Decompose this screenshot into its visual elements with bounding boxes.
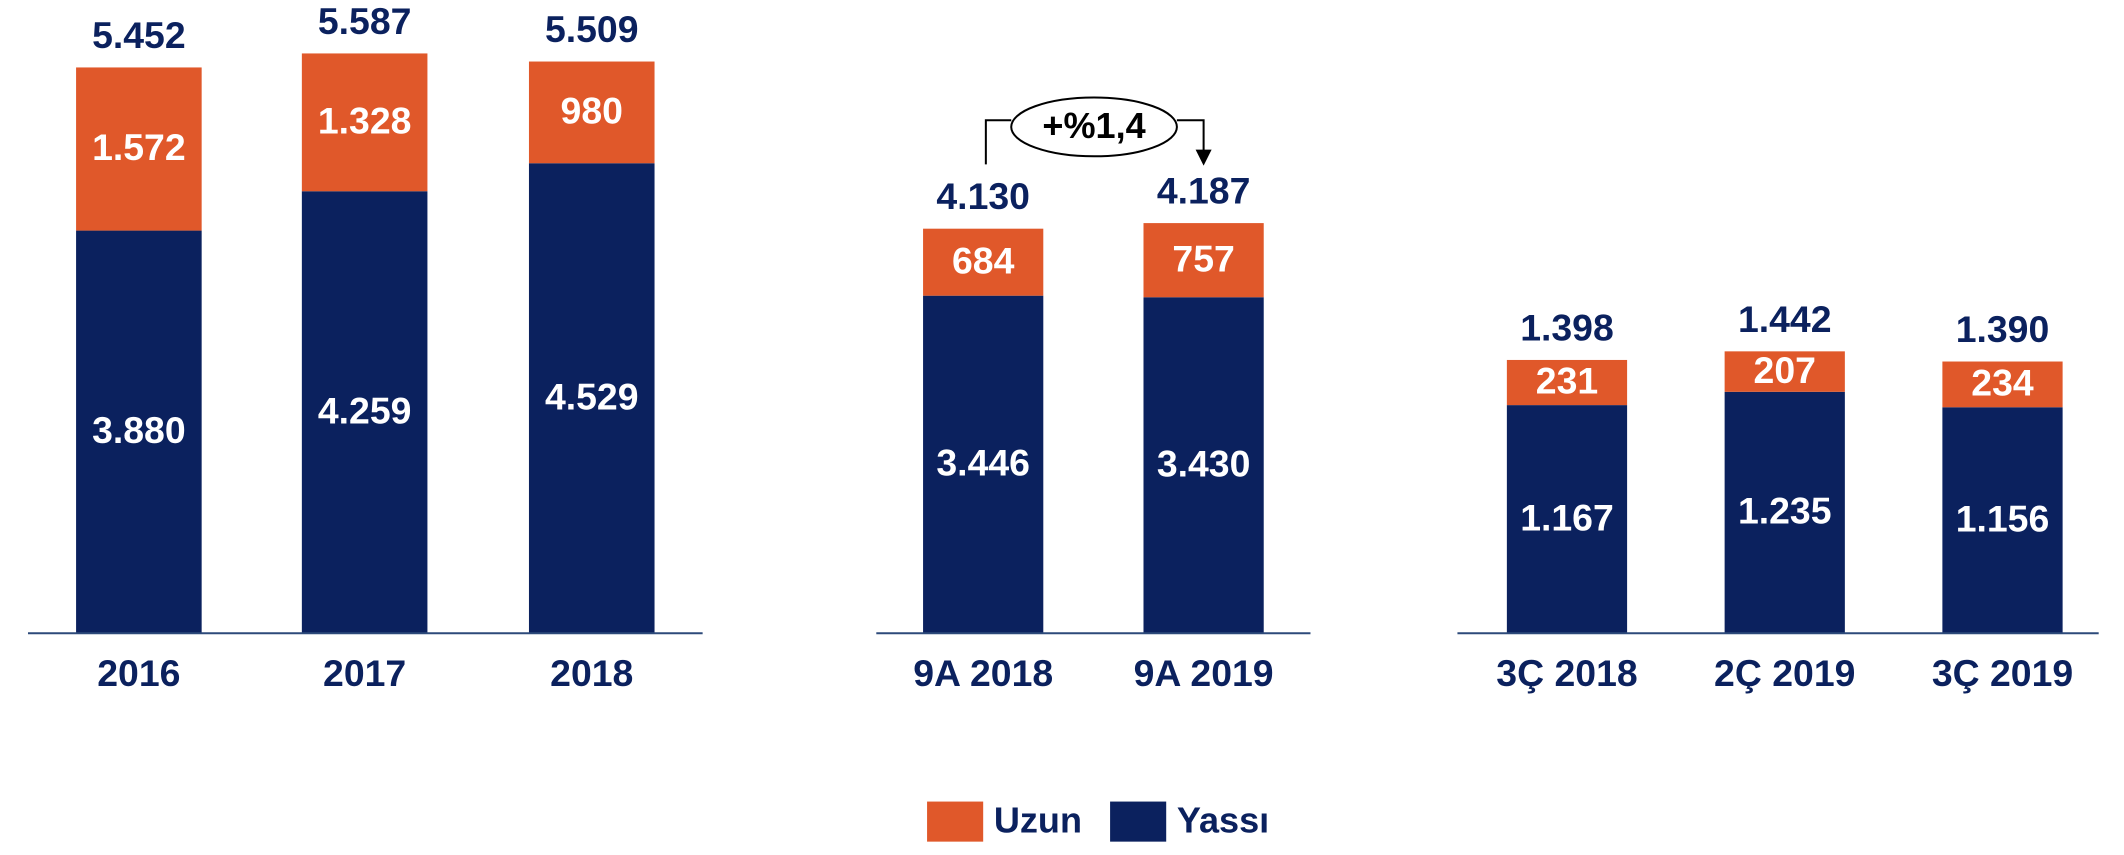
bar-segment (1506, 359, 1628, 406)
x-tick-label: 2Ç 2019 (1714, 652, 1855, 694)
legend-swatch (1110, 801, 1167, 842)
data-label: 1.572 (92, 126, 186, 168)
total-label: 5.587 (318, 0, 412, 42)
total-label: 4.187 (1157, 170, 1251, 212)
data-label: 231 (1536, 360, 1598, 402)
bar-segment (1143, 297, 1264, 634)
data-label: 4.259 (318, 389, 412, 431)
data-label: 4.529 (545, 375, 639, 417)
bar-segment (1724, 351, 1845, 392)
x-tick-label: 3Ç 2019 (1932, 652, 2073, 694)
total-label: 5.509 (545, 8, 639, 50)
bar-segment (76, 230, 202, 634)
data-label: 1.167 (1520, 496, 1614, 538)
bar-segment (528, 163, 655, 634)
bar-segment (301, 191, 428, 634)
arrow-head (1195, 149, 1212, 166)
bar-segment (528, 61, 655, 164)
total-label: 1.390 (1956, 308, 2050, 350)
bar-segment (923, 228, 1044, 296)
data-label: 684 (952, 239, 1015, 281)
x-tick-label: 2018 (550, 652, 633, 694)
data-label: 757 (1172, 237, 1234, 279)
data-label: 234 (1971, 362, 2034, 404)
bar-segment (1942, 361, 2063, 408)
bar-segment (1143, 223, 1264, 298)
data-label: 3.880 (92, 409, 186, 451)
bar-segment (1724, 391, 1845, 634)
x-tick-label: 2017 (323, 652, 406, 694)
data-label: 1.156 (1956, 497, 2050, 539)
total-label: 5.452 (92, 14, 186, 56)
legend-swatch (927, 801, 984, 842)
bar-segment (923, 295, 1044, 634)
bracket (1176, 119, 1205, 153)
total-label: 1.442 (1738, 298, 1832, 340)
legend-label: Yassı (1177, 799, 1269, 840)
x-tick-label: 9A 2019 (1134, 652, 1274, 694)
annotation-text: +%1,4 (1042, 105, 1145, 146)
bar-segment (1942, 407, 2063, 634)
bar-segment (76, 67, 202, 231)
annotation: +%1,4 (984, 96, 1212, 166)
data-label: 3.446 (936, 442, 1030, 484)
data-label: 1.328 (318, 100, 412, 142)
data-label: 980 (561, 90, 623, 132)
annotation-ellipse (1010, 96, 1178, 158)
data-label: 207 (1754, 349, 1816, 391)
legend-label: Uzun (994, 799, 1082, 840)
bracket (984, 119, 1012, 165)
total-label: 4.130 (936, 175, 1030, 217)
data-label: 3.430 (1157, 442, 1251, 484)
bar-segment (1506, 405, 1628, 634)
x-tick-label: 2016 (97, 652, 180, 694)
data-label: 1.235 (1738, 490, 1832, 532)
total-label: 1.398 (1520, 306, 1614, 348)
bar-segment (301, 53, 428, 192)
x-tick-label: 9A 2018 (913, 652, 1053, 694)
x-tick-label: 3Ç 2018 (1496, 652, 1637, 694)
